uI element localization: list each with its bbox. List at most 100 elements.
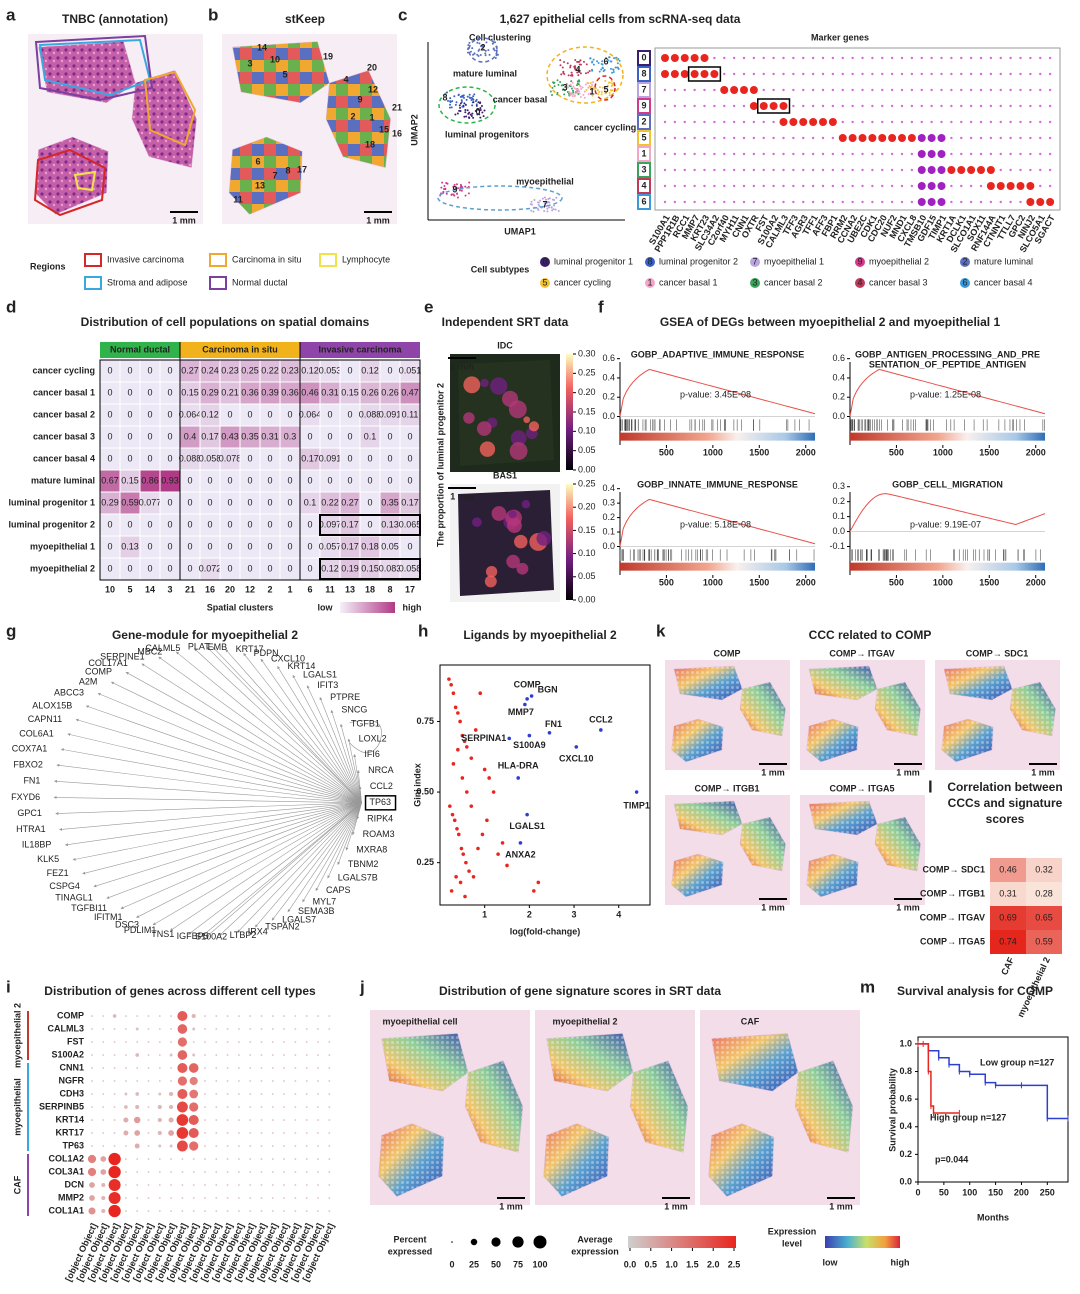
umap-cell [579, 85, 582, 88]
expr-dot [328, 1145, 331, 1147]
umap-cell [471, 104, 474, 107]
umap-cell [576, 82, 579, 85]
marker-dot [723, 152, 726, 156]
cell-value: 0 [227, 541, 232, 551]
umap-cell [575, 84, 578, 87]
expr-dot [147, 1080, 150, 1082]
umap-cell [484, 52, 487, 55]
expr-dot [271, 1119, 274, 1121]
expr-dot [305, 1145, 308, 1147]
umap-cell [469, 113, 472, 116]
umap-cell [581, 86, 584, 89]
expr-dot [226, 1028, 229, 1030]
marker-dot [661, 54, 669, 62]
expr-dot [102, 1028, 105, 1030]
expr-dot [237, 1210, 240, 1212]
cell-value: 0.13 [381, 519, 399, 529]
umap-cell [549, 90, 552, 93]
umap-cell [563, 89, 566, 92]
marker-dot [693, 120, 696, 124]
expr-dot [328, 1119, 331, 1121]
edge [358, 786, 362, 803]
expr-dot [237, 1119, 240, 1121]
umap-cell [569, 74, 572, 77]
point [460, 733, 465, 738]
expr-dot [294, 1197, 297, 1199]
legend-title: Cell subtypes [471, 264, 530, 274]
axis-label: UMAP2 [409, 114, 419, 146]
marker-dot [881, 104, 884, 108]
cell-value: 0.1 [304, 497, 317, 507]
rank-bar [850, 432, 1045, 441]
marker-dot [841, 152, 844, 156]
gene-node: NRCA [368, 765, 394, 775]
expr-dot [317, 1015, 319, 1017]
column-label: 21 [185, 584, 195, 594]
expr-dot [237, 1054, 240, 1056]
marker-dot [861, 168, 864, 172]
marker-dot [871, 104, 874, 108]
cell-value: 0 [287, 475, 292, 485]
row-label: 9 [641, 100, 646, 110]
expr-dot [283, 1158, 286, 1160]
panel-letter: m [860, 977, 875, 996]
cluster-number: 12 [368, 84, 378, 94]
marker-dot [917, 134, 926, 142]
expr-dot [91, 1145, 93, 1147]
cell-value: 0.69 [999, 912, 1017, 922]
expr-dot [124, 1105, 128, 1109]
expr-dot [204, 1171, 206, 1173]
marker-dot [890, 56, 894, 60]
umap-cell [601, 60, 604, 63]
expr-dot [170, 1015, 173, 1017]
umap-cell [450, 106, 453, 109]
umap-cell [485, 41, 488, 44]
marker-dot [979, 152, 983, 156]
marker-dot [1029, 56, 1032, 60]
row-tag [637, 66, 651, 82]
gene-node: IFIT3 [317, 680, 338, 690]
expr-dot [133, 1116, 141, 1124]
cell-value: 0 [147, 519, 152, 529]
cell-value: 0.31 [999, 888, 1017, 898]
tick-label: 0.0 [602, 541, 615, 551]
umap-cell [583, 96, 586, 99]
marker-dot [802, 104, 805, 108]
marker-dot [930, 72, 933, 76]
cell-value: 0.15 [361, 563, 379, 573]
marker-dot [979, 88, 983, 92]
expr-dot [226, 1106, 229, 1108]
tick-label: 0 [915, 1187, 920, 1197]
labeled-point [634, 790, 639, 794]
panel-letter: h [418, 621, 428, 640]
tick-label: 0.20 [578, 502, 596, 512]
gene-node: CAPN11 [28, 714, 62, 724]
marker-dot [742, 120, 746, 124]
marker-dot [999, 56, 1002, 60]
expr-dot [226, 1132, 229, 1134]
marker-dot [1036, 198, 1045, 206]
marker-dot [1006, 182, 1015, 190]
expr-dot [91, 1015, 93, 1017]
marker-dot [890, 104, 894, 108]
tick-label: 0.6 [602, 353, 615, 363]
gene-node: MBC2 [137, 646, 162, 656]
axis-label: log(fold-change) [510, 926, 581, 936]
marker-dot [792, 200, 795, 204]
marker-dot [937, 150, 946, 158]
rank-bar [850, 562, 1045, 571]
point [448, 804, 452, 808]
marker-dot [792, 184, 795, 188]
expr-dot [305, 1184, 308, 1186]
cell-value: 0.15 [181, 387, 199, 397]
umap-cell [578, 92, 581, 95]
umap-cell [470, 114, 473, 117]
umap-cell [567, 74, 570, 77]
tick-label: 0.8 [899, 1066, 912, 1076]
umap-cell [598, 90, 601, 93]
marker-dot [762, 120, 765, 124]
hotspot [480, 378, 489, 388]
umap-cell [608, 56, 611, 59]
marker-dot [989, 104, 993, 108]
gene-node: SERPINE1 [100, 651, 145, 661]
